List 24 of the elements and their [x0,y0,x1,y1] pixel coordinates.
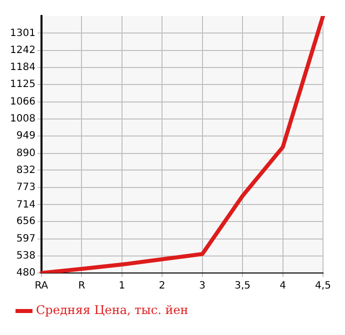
y-tick-label: 597 [16,233,36,244]
y-tick-label: 538 [16,250,36,262]
y-tick-label: 773 [16,182,36,194]
y-tick-label: 1125 [10,79,36,90]
x-tick-label: RA [34,280,48,292]
y-tick-label: 656 [16,216,36,228]
x-tick-label: 3 [199,280,206,292]
y-tick-label: 1242 [10,45,36,56]
y-tick-label: 1184 [10,62,36,73]
x-tick-label: 2 [158,280,166,292]
y-tick-label: 1301 [10,28,36,39]
y-tick-label: 832 [16,164,36,176]
y-tick-label: 480 [16,268,36,279]
x-tick-label: 1 [118,280,126,292]
x-tick-label: 4 [280,280,286,292]
y-tick-label: 1008 [10,113,36,124]
y-tick-label: 714 [16,199,36,210]
x-tick-label: 3,5 [234,280,251,292]
y-tick-label: 1066 [10,96,36,108]
x-tick-label: 4,5 [315,280,331,292]
y-tick-label: 949 [16,130,36,142]
legend-label: Средняя Цена, тыс. йен [36,303,188,318]
y-tick-label: 890 [16,148,36,159]
x-tick-label: R [78,280,86,292]
